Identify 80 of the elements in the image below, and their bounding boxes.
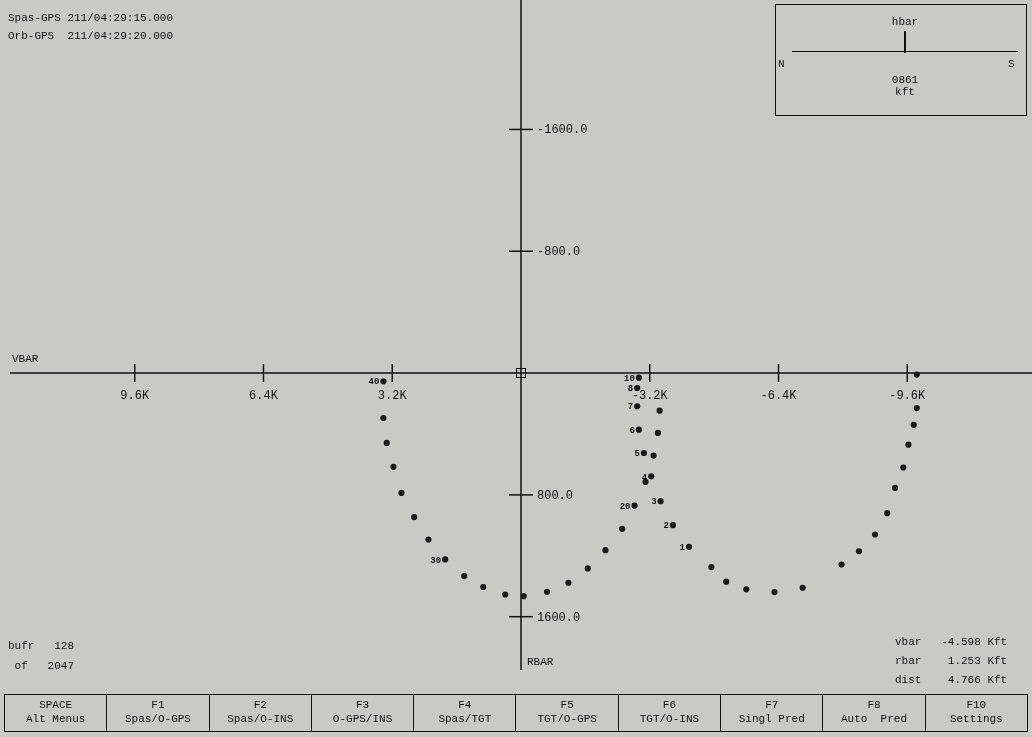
x-axis-title: VBAR xyxy=(12,353,39,366)
point xyxy=(398,489,405,496)
annotation: 0861 xyxy=(890,74,920,87)
point xyxy=(855,548,863,555)
point xyxy=(648,473,655,480)
annotation: 8 xyxy=(627,384,634,395)
function-key-bar: SPACE Alt Menus F1 Spas/O-GPS F2 Spas/O-INS F3 O-GPS/INS F4 Spas/TGT F5 TGT/O-GPS F6 TGT/O-INS F7 Singl Pred F8 Auto Pred F10 Settings xyxy=(4,694,1028,732)
annotation: Spas-GPS 211/04:29:15.000 xyxy=(8,12,174,25)
point xyxy=(685,543,693,550)
y-tick-label: -800.0 xyxy=(537,245,581,260)
point xyxy=(461,572,468,580)
x-tick-label: -6.4K xyxy=(760,389,798,404)
point xyxy=(799,584,806,591)
y-axis-title: RBAR xyxy=(527,656,554,668)
annotation: 10 xyxy=(624,373,635,384)
point xyxy=(871,531,879,538)
x-tick-label: -9.6K xyxy=(889,389,927,404)
annotation: vbar -4.598 Kft xyxy=(895,636,1008,649)
point xyxy=(390,463,397,470)
point xyxy=(411,514,418,521)
annotation: 30 xyxy=(430,555,442,566)
annotation: 2 xyxy=(663,521,669,532)
annotation: S xyxy=(1008,58,1015,71)
y-tick-label: 1600.0 xyxy=(537,610,581,625)
point xyxy=(380,414,387,422)
annotation: 20 xyxy=(619,501,631,512)
point xyxy=(913,405,920,412)
y-tick-label: -1600.0 xyxy=(537,123,588,138)
point xyxy=(635,374,642,381)
annotation: 1 xyxy=(679,543,686,554)
point xyxy=(635,426,642,433)
point xyxy=(383,439,390,447)
annotation: 5 xyxy=(634,449,640,460)
point xyxy=(584,565,591,572)
point xyxy=(723,578,730,585)
annotation: hbar xyxy=(890,16,920,29)
point xyxy=(480,583,487,591)
point xyxy=(619,525,626,532)
point xyxy=(640,449,648,457)
point xyxy=(602,547,609,554)
point xyxy=(543,588,551,595)
annotation: bufr 128 xyxy=(8,640,75,653)
point xyxy=(656,407,663,414)
point xyxy=(884,510,891,517)
annotation: kft xyxy=(894,86,916,99)
point xyxy=(502,591,509,598)
point xyxy=(891,484,899,491)
point xyxy=(669,522,677,529)
point xyxy=(650,452,657,459)
point xyxy=(380,378,387,385)
y-tick-label: 800.0 xyxy=(537,488,574,503)
annotation: Orb-GPS 211/04:29:20.000 xyxy=(8,30,174,43)
point xyxy=(654,429,662,436)
point xyxy=(520,593,527,600)
x-tick-label: 3.2K xyxy=(377,389,408,404)
point xyxy=(708,563,715,571)
point xyxy=(442,556,449,563)
annotation: rbar 1.253 Kft xyxy=(895,655,1008,668)
annotation: 4 xyxy=(641,472,648,483)
annotation: 6 xyxy=(629,425,635,436)
x-tick-label: 6.4K xyxy=(249,389,279,404)
x-tick-label: 9.6K xyxy=(120,389,150,404)
point xyxy=(900,464,907,471)
point xyxy=(913,371,920,378)
annotation: 3 xyxy=(651,497,657,508)
text: dist 4.766 Kft xyxy=(895,674,1008,687)
point xyxy=(631,502,638,509)
point xyxy=(634,403,641,410)
annotation: N xyxy=(778,58,785,71)
annotation: 40 xyxy=(368,377,380,388)
point xyxy=(565,579,572,586)
annotation: of 2047 xyxy=(13,660,75,673)
point xyxy=(771,588,778,596)
point xyxy=(425,536,432,543)
point xyxy=(838,561,845,568)
point xyxy=(657,498,664,505)
point xyxy=(910,421,917,428)
point xyxy=(743,586,750,593)
point xyxy=(905,441,912,448)
annotation: 7 xyxy=(627,402,634,413)
